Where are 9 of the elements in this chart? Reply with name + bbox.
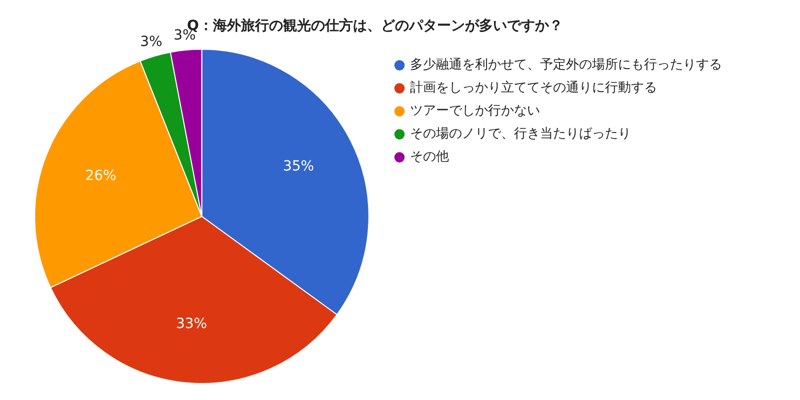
data-label: 26% xyxy=(85,168,116,184)
legend-label: 多少融通を利かせて、予定外の場所にも行ったりする xyxy=(410,58,722,73)
data-label: 3% xyxy=(140,34,162,50)
legend-label: その場のノリで、行き当たりばったり xyxy=(410,126,631,142)
data-label: 35% xyxy=(282,158,314,175)
legend-label: その他 xyxy=(410,150,449,165)
data-label: 33% xyxy=(176,316,208,332)
legend-label: ツアーでしか行かない xyxy=(410,104,540,119)
legend-label: 計画をしっかり立ててその通りに行動する xyxy=(410,80,657,96)
